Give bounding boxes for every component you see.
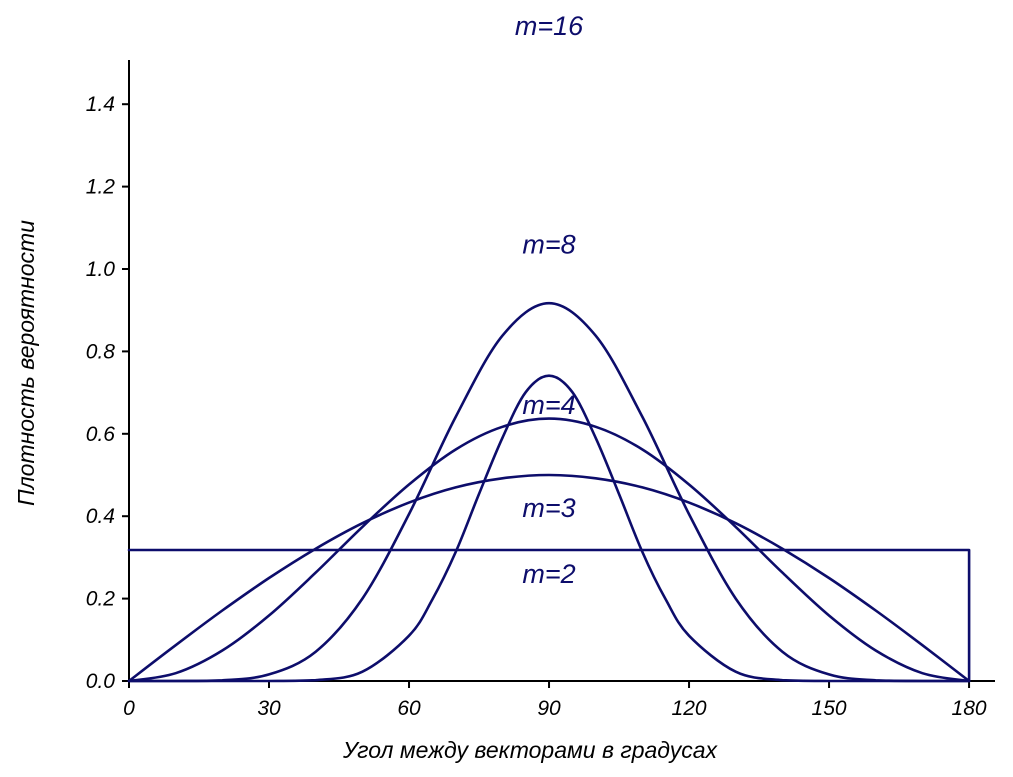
x-tick-label: 60 (397, 697, 421, 720)
series-line-m-8 (127, 301, 971, 683)
y-axis-title: Плотность вероятности (13, 220, 39, 506)
series-label-m-2: m=2 (522, 559, 575, 589)
x-tick-label: 30 (257, 697, 281, 720)
series-labels-layer: m=2 m=3 m=4 m=8 m=16 (515, 11, 584, 589)
x-tick-label: 150 (812, 697, 847, 720)
y-tick-label: 0.6 (86, 423, 116, 446)
y-tick-label: 0.8 (86, 340, 116, 363)
series-line-m-16 (127, 374, 971, 683)
y-tick-label: 1.4 (86, 93, 115, 116)
series-line-m-4 (127, 417, 971, 683)
y-tick-label: 0.2 (86, 588, 116, 611)
series-label-m-4: m=4 (522, 390, 575, 420)
y-tick-label: 1.2 (86, 176, 116, 199)
series-label-m-16: m=16 (515, 11, 584, 41)
y-tick-label: 0.0 (86, 670, 116, 693)
x-tick-label: 90 (537, 697, 561, 720)
ticks-layer: 0 30 60 90 120 150 180 0.0 0.2 0.4 0.6 0.8 1.0 1.2 1.4 (86, 93, 987, 720)
series-layer (127, 301, 971, 683)
series-label-m-3: m=3 (522, 493, 575, 523)
series-label-m-8: m=8 (522, 229, 575, 259)
x-tick-label: 120 (672, 697, 707, 720)
x-tick-label: 0 (123, 697, 135, 720)
x-tick-label: 180 (952, 697, 987, 720)
series-line-m-3 (127, 473, 971, 683)
series-line-m-2 (127, 548, 971, 683)
y-tick-label: 1.0 (86, 258, 116, 281)
x-axis-title: Угол между векторами в градусах (342, 737, 719, 763)
y-tick-label: 0.4 (86, 505, 115, 528)
